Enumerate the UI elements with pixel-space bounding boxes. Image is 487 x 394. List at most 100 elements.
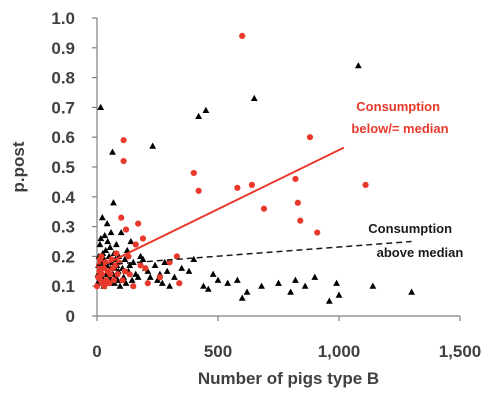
data-point-above-median [110,199,117,206]
y-tick-label: 0.1 [51,277,75,296]
data-point-above-median [97,103,105,110]
data-point-below-median [166,259,173,266]
annotations: Consumption below/= median Consumption a… [351,99,463,260]
annotation-above-median-line2: above median [377,245,464,260]
data-point-below-median [132,241,139,248]
data-point-above-median [134,273,142,280]
data-point-below-median [110,277,118,284]
data-point-below-median [306,134,314,141]
data-point-above-median [161,258,169,265]
y-tick-label: 0 [66,307,75,326]
data-point-above-median [96,240,104,248]
data-point-below-median [139,235,147,242]
data-point-above-median [233,276,241,283]
data-point-above-median [335,291,343,298]
data-point-below-median [297,217,304,224]
annotation-above-median: Consumption above median [368,221,463,260]
y-tick-label: 0.5 [51,158,75,177]
data-point-above-median [185,267,193,274]
trendline-below-median [96,146,345,270]
data-point-above-median [200,282,207,289]
data-point-above-median [97,234,105,242]
data-point-above-median [116,282,124,289]
data-point-below-median [130,283,137,290]
data-point-above-median [146,273,154,280]
data-point-above-median [102,246,110,254]
x-axis-title: Number of pigs type B [198,369,379,388]
data-point-above-median [121,255,129,262]
data-point-below-median [156,274,164,281]
series-above-median-points [94,62,415,304]
data-point-above-median [126,261,134,268]
data-point-below-median [135,220,142,227]
data-point-below-median [292,175,299,183]
y-tick-label: 0.4 [51,188,75,207]
data-point-above-median [224,279,232,286]
data-point-below-median [114,271,121,278]
y-tick-label: 1.0 [51,9,75,28]
data-point-below-median [137,262,144,269]
data-point-below-median [93,283,101,290]
data-point-above-median [98,214,106,221]
data-point-above-median [123,246,131,254]
data-point-below-median [142,265,149,272]
data-point-below-median [314,229,321,236]
data-point-above-median [144,267,152,274]
data-point-below-median [144,280,151,287]
y-tick-label: 0.7 [51,98,75,117]
data-point-above-median [311,273,319,280]
data-point-above-median [154,276,161,283]
data-point-below-median [248,181,255,188]
data-point-below-median [106,280,113,287]
data-point-above-median [408,288,415,295]
data-point-below-median [122,226,130,233]
x-tick-label: 1,500 [439,342,482,361]
data-point-above-median [209,270,217,277]
data-point-below-median [239,32,246,39]
data-point-above-median [163,267,171,274]
data-point-above-median [204,285,212,292]
data-point-below-median [294,199,301,206]
data-point-below-median [195,187,202,194]
data-point-above-median [122,279,130,286]
data-point-above-median [171,273,178,280]
x-tick-labels: 0 500 1,000 1,500 [92,316,481,361]
data-point-below-median [173,253,180,260]
data-point-above-median [325,297,333,304]
data-point-above-median [354,62,362,69]
data-point-below-median [120,137,127,144]
annotation-below-median-line1: Consumption [356,99,440,114]
trendlines [96,146,412,270]
y-tick-label: 0.3 [51,218,75,237]
y-tick-label: 0.9 [51,39,75,58]
data-point-above-median [238,294,246,301]
annotation-below-median-line2: below/= median [351,121,448,136]
data-point-above-median [107,228,115,236]
data-point-above-median [258,282,265,289]
y-tick-label: 0.6 [51,128,75,147]
data-point-above-median [178,264,186,271]
data-point-below-median [101,283,108,290]
data-point-below-median [190,169,197,177]
data-point-above-median [166,282,173,289]
data-point-below-median [234,184,241,191]
data-point-above-median [287,288,294,295]
data-point-above-median [139,255,147,262]
data-point-above-median [250,94,258,102]
data-point-above-median [202,106,210,113]
data-point-above-median [128,276,136,283]
y-axis-title: p.post [9,141,28,192]
data-point-below-median [107,271,114,278]
data-point-below-median [121,268,128,275]
data-point-above-median [101,231,109,239]
axes [96,18,460,317]
data-point-above-median [112,240,120,248]
y-tick-label: 0.2 [51,247,75,266]
data-point-below-median [260,205,268,212]
data-point-below-median [115,259,122,266]
data-point-above-median [149,142,157,149]
data-point-above-median [158,279,166,286]
data-point-below-median [125,253,132,260]
data-point-above-median [243,288,251,295]
